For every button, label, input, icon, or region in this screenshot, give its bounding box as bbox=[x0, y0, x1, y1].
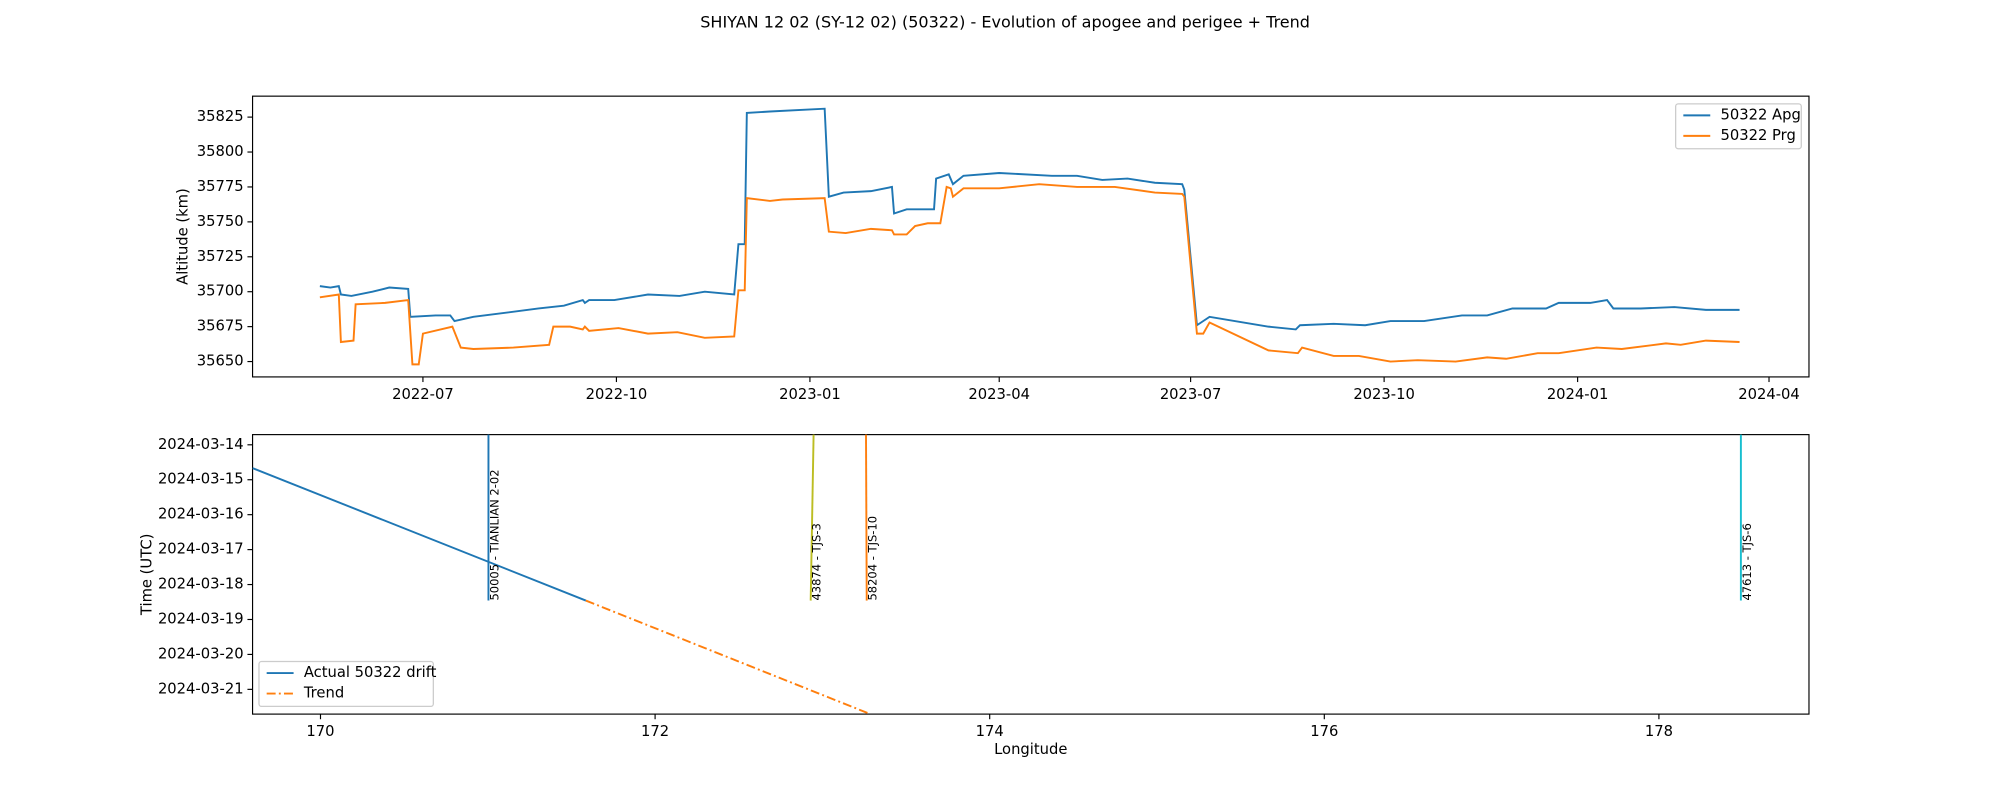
y-axis-label: Time (UTC) bbox=[138, 534, 155, 616]
series-line bbox=[319, 107, 1740, 331]
x-tick-label: 2024-04 bbox=[1738, 386, 1800, 403]
series-line bbox=[319, 183, 1740, 366]
x-tick-label: 176 bbox=[1310, 723, 1338, 740]
y-tick-label: 35775 bbox=[197, 178, 244, 195]
legend-label: 50322 Apg bbox=[1721, 106, 1801, 123]
satellite-label: 47613 - TJS-6 bbox=[1740, 523, 1754, 600]
x-tick-label: 2023-07 bbox=[1160, 386, 1222, 403]
x-tick-label: 2022-07 bbox=[392, 386, 454, 403]
y-tick-label: 2024-03-19 bbox=[158, 610, 244, 627]
y-tick-label: 35700 bbox=[197, 283, 244, 300]
legend-label: 50322 Prg bbox=[1721, 127, 1796, 144]
satellite-line bbox=[809, 434, 815, 601]
plot-frame bbox=[251, 434, 1810, 715]
x-tick-label: 170 bbox=[306, 723, 334, 740]
y-tick-label: 35750 bbox=[197, 213, 244, 230]
satellite-line bbox=[865, 434, 868, 601]
y-tick-label: 2024-03-15 bbox=[158, 471, 244, 488]
legend-label: Actual 50322 drift bbox=[304, 664, 437, 681]
x-tick-label: 2023-01 bbox=[779, 386, 841, 403]
y-tick-label: 2024-03-21 bbox=[158, 680, 244, 697]
x-tick-label: 178 bbox=[1645, 723, 1673, 740]
y-tick-label: 2024-03-20 bbox=[158, 645, 244, 662]
satellite-label: 58204 - TJS-10 bbox=[866, 516, 880, 601]
y-tick-label: 35650 bbox=[197, 353, 244, 370]
y-tick-label: 35675 bbox=[197, 318, 244, 335]
legend-label: Trend bbox=[303, 685, 344, 702]
x-tick-label: 2023-04 bbox=[968, 386, 1030, 403]
plot-area bbox=[319, 107, 1740, 366]
y-tick-label: 2024-03-14 bbox=[158, 436, 244, 453]
plot-area bbox=[252, 434, 1742, 715]
y-tick-label: 2024-03-18 bbox=[158, 576, 244, 593]
x-tick-label: 172 bbox=[641, 723, 669, 740]
x-tick-label: 2023-10 bbox=[1353, 386, 1415, 403]
y-tick-label: 35725 bbox=[197, 248, 244, 265]
y-axis-label: Altitude (km) bbox=[174, 188, 191, 285]
satellite-label: 50005 - TIANLIAN 2-02 bbox=[487, 469, 501, 600]
x-tick-label: 2022-10 bbox=[586, 386, 648, 403]
plot-frame bbox=[251, 95, 1810, 378]
series-line bbox=[585, 599, 871, 715]
y-tick-label: 2024-03-17 bbox=[158, 541, 244, 558]
series-line bbox=[252, 467, 587, 602]
x-axis-label: Longitude bbox=[994, 741, 1067, 758]
y-tick-label: 35800 bbox=[197, 143, 244, 160]
y-tick-label: 2024-03-16 bbox=[158, 506, 244, 523]
legend-box bbox=[258, 660, 434, 708]
satellite-label: 43874 - TJS-3 bbox=[810, 523, 824, 600]
x-tick-label: 174 bbox=[976, 723, 1004, 740]
y-tick-label: 35825 bbox=[197, 108, 244, 125]
chart-title: SHIYAN 12 02 (SY-12 02) (50322) - Evolut… bbox=[700, 13, 1310, 32]
x-tick-label: 2024-01 bbox=[1547, 386, 1609, 403]
